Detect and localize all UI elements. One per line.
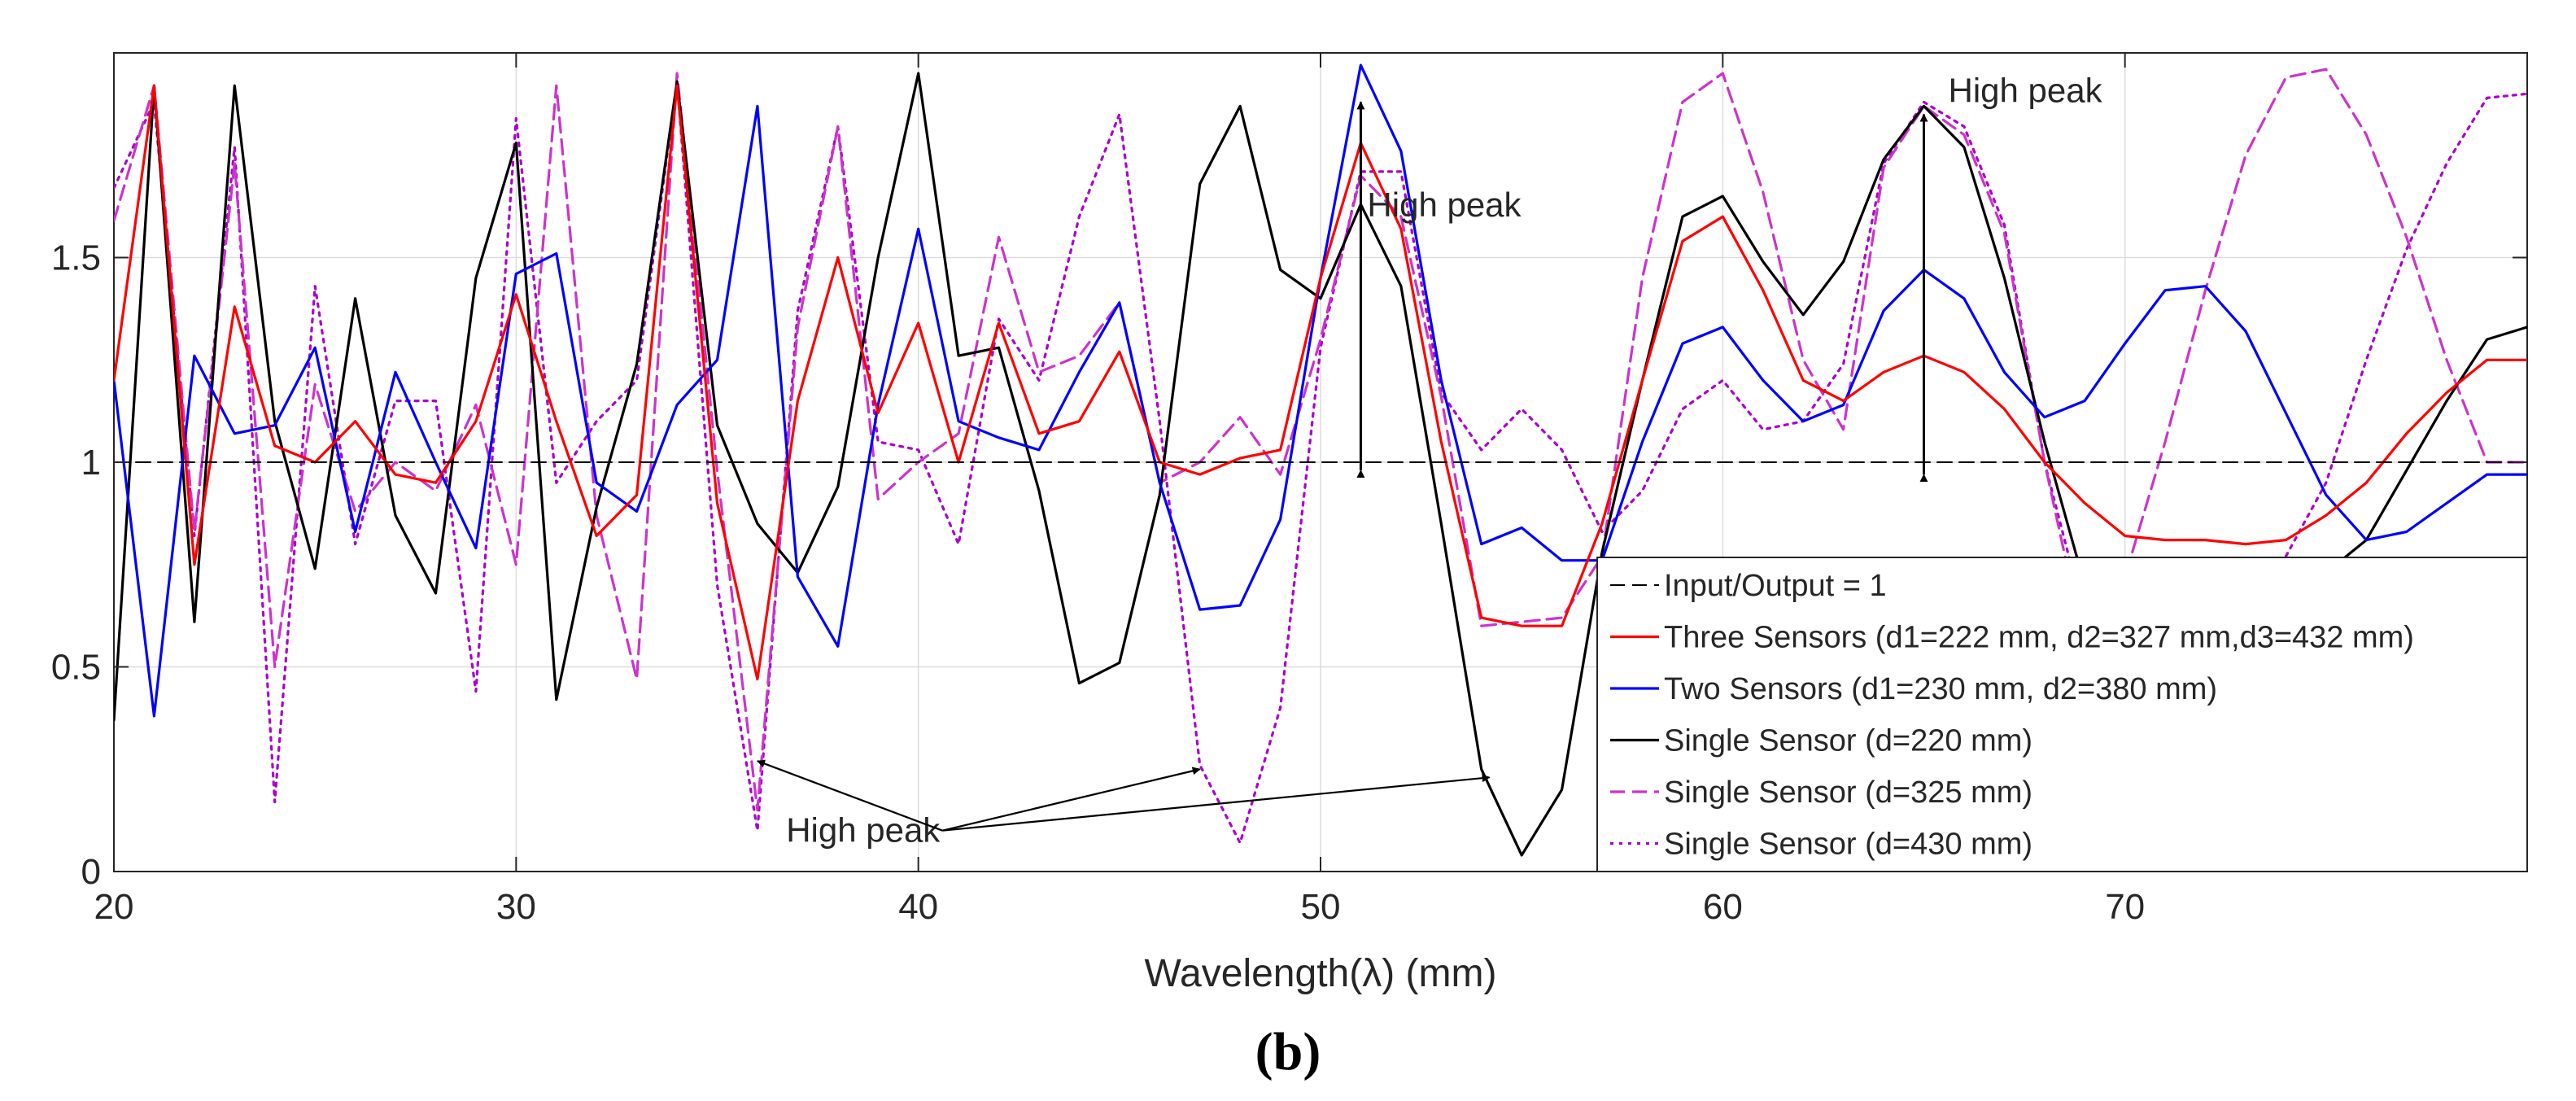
high-peak-pointer-arrow xyxy=(942,774,1491,832)
y-tick-label: 0.5 xyxy=(51,648,101,688)
legend-label-1: Three Sensors (d1=222 mm, d2=327 mm,d3=4… xyxy=(1664,621,2414,655)
panel-label: (b) xyxy=(1255,1022,1321,1081)
y-tick-label: 0 xyxy=(81,852,101,892)
series-line-1 xyxy=(114,84,2527,681)
y-tick-label: 1.5 xyxy=(51,238,101,278)
x-tick-label: 20 xyxy=(94,887,134,927)
high-peak-label: High peak xyxy=(1367,186,1522,224)
high-peak-label: High peak xyxy=(786,811,941,850)
y-tick-label: 1 xyxy=(81,443,101,483)
x-tick-label: 70 xyxy=(2105,887,2145,927)
annotations: High peak High peak High peak xyxy=(756,71,2103,850)
high-peak-pointer-arrow xyxy=(756,759,943,832)
legend: Input/Output = 1 Three Sensors (d1=222 mm… xyxy=(1596,557,2528,872)
legend-label-2: Two Sensors (d1=230 mm, d2=380 mm) xyxy=(1664,672,2217,706)
axis-ticks: 20 30 40 50 60 70 0 0.5 1 1.5 xyxy=(51,53,2527,927)
x-tick-label: 40 xyxy=(898,887,938,927)
x-tick-label: 50 xyxy=(1301,887,1341,927)
series-line-4 xyxy=(114,68,2527,812)
high-peak-pointer-arrow xyxy=(942,767,1201,832)
legend-label-5: Single Sensor (d=430 mm) xyxy=(1664,828,2032,862)
legend-label-4: Single Sensor (d=325 mm) xyxy=(1664,776,2032,810)
x-tick-label: 30 xyxy=(496,887,536,927)
x-axis-label: Wavelength(λ) (mm) xyxy=(1145,952,1497,995)
x-tick-label: 60 xyxy=(1703,887,1743,927)
legend-label-3: Single Sensor (d=220 mm) xyxy=(1664,724,2032,758)
high-peak-label: High peak xyxy=(1949,71,2103,109)
legend-box xyxy=(1596,557,2528,872)
series-line-5 xyxy=(114,80,2527,845)
legend-label-0: Input/Output = 1 xyxy=(1664,569,1887,603)
